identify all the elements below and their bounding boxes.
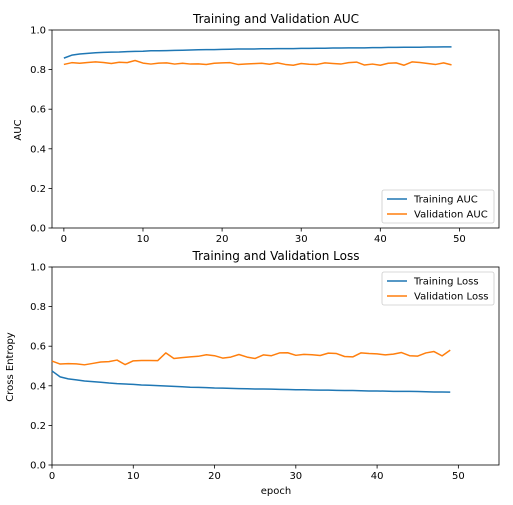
auc-legend-label: Training AUC [413, 195, 478, 206]
auc-y-tick-label: 0.6 [30, 105, 46, 116]
loss-legend-label: Training Loss [413, 277, 479, 288]
auc-y-axis-label: AUC [13, 119, 24, 140]
auc-series-line-training [63, 46, 452, 59]
loss-series-line-validation [51, 349, 451, 366]
auc-legend: Training AUC Validation AUC [381, 189, 495, 224]
loss-y-tick-label: 0.0 [30, 461, 46, 472]
loss-x-tick-label: 40 [371, 471, 384, 482]
auc-legend-label: Validation AUC [414, 210, 488, 221]
loss-y-tick-label: 1.0 [30, 263, 46, 274]
auc-plot-frame [51, 29, 500, 229]
auc-x-tick-label: 40 [374, 234, 387, 245]
loss-plot-frame [51, 266, 500, 466]
auc-y-tick-label: 1.0 [30, 26, 46, 37]
auc-legend-box [381, 189, 495, 224]
loss-x-tick-label: 0 [49, 471, 55, 482]
auc-y-tick-label: 0.0 [30, 224, 46, 235]
loss-legend-box [381, 271, 495, 306]
loss-series-line-training [51, 370, 451, 393]
auc-x-tick-label: 0 [61, 234, 67, 245]
loss-y-axis-label: Cross Entropy [5, 332, 16, 402]
loss-chart-title: Training and Validation Loss [192, 249, 360, 263]
auc-x-tick-label: 20 [216, 234, 229, 245]
auc-y-tick-label: 0.8 [30, 65, 46, 76]
auc-y-tick-label: 0.2 [30, 184, 46, 195]
auc-x-tick-label: 10 [137, 234, 150, 245]
auc-y-tick-label: 0.4 [30, 144, 46, 155]
loss-chart-panel: Training and Validation Loss Cross Entro… [5, 249, 500, 497]
loss-x-axis-label: epoch [261, 486, 291, 497]
auc-chart-panel: Training and Validation AUC AUC 0 10 20 30 4… [13, 12, 500, 245]
loss-y-tick-label: 0.8 [30, 302, 46, 313]
loss-legend-label: Validation Loss [414, 292, 489, 303]
loss-x-tick-label: 50 [452, 471, 465, 482]
auc-series-line-validation [63, 59, 452, 66]
loss-y-tick-label: 0.6 [30, 342, 46, 353]
loss-x-tick-label: 20 [208, 471, 221, 482]
loss-x-tick-label: 10 [127, 471, 140, 482]
auc-x-tick-label: 50 [453, 234, 466, 245]
loss-y-tick-label: 0.4 [30, 381, 46, 392]
loss-legend: Training Loss Validation Loss [381, 271, 495, 306]
loss-y-tick-label: 0.2 [30, 421, 46, 432]
loss-x-tick-label: 30 [289, 471, 302, 482]
auc-chart-title: Training and Validation AUC [192, 12, 359, 26]
auc-x-tick-label: 30 [295, 234, 308, 245]
